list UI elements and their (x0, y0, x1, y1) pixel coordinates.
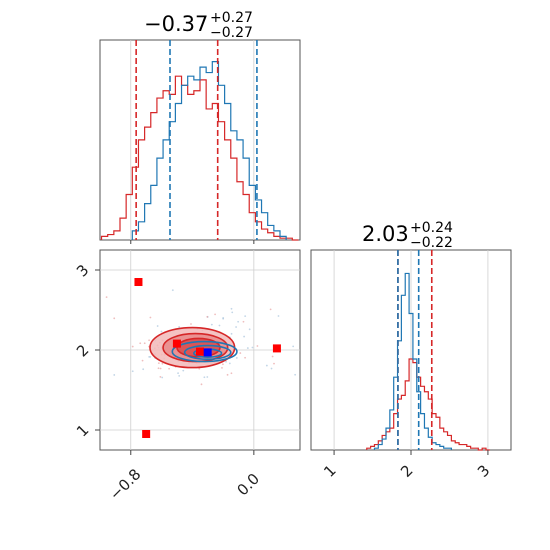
br-hist-series-1 (373, 272, 452, 450)
bl-scatter-dot (244, 356, 246, 359)
bl-scatter-dot (244, 315, 247, 318)
bl-scatter-dot (273, 362, 275, 365)
br-xtick-label: 3 (474, 461, 493, 480)
bl-scatter-dot (230, 307, 233, 310)
bl-scatter-dot (161, 376, 164, 379)
bl-scatter-dot (159, 367, 162, 370)
title-top-left-minus: −0.27 (210, 25, 253, 41)
bl-scatter-dot (210, 323, 213, 326)
bl-scatter-dot (294, 373, 297, 376)
bl-scatter-dot (148, 339, 151, 342)
bl-scatter-dot (265, 364, 268, 367)
bl-scatter-dot (142, 368, 145, 371)
bl-scatter-dot (206, 315, 209, 318)
bl-scatter-dot (214, 313, 216, 316)
bl-scatter-dot (200, 383, 203, 386)
bl-red-point (134, 278, 143, 286)
bl-scatter-dot (251, 346, 254, 349)
bl-scatter-dot (113, 374, 116, 376)
title-top-left: −0.37 (144, 12, 208, 36)
bl-scatter-dot (149, 355, 152, 358)
bl-xtick-label: −0.8 (106, 465, 144, 503)
bl-scatter-dot (113, 317, 116, 320)
panel-bottom-right: 2.03 +0.24 −0.22 1 2 3 (310, 220, 512, 481)
bl-scatter-dot (230, 332, 233, 335)
bl-scatter-dot (230, 372, 233, 375)
tl-hist-series-0 (100, 75, 299, 241)
bl-red-point (272, 344, 281, 353)
title-bottom-right-minus: −0.22 (410, 235, 453, 251)
title-top-left-plus: +0.27 (210, 10, 253, 26)
bl-scatter-dot (105, 296, 108, 299)
bl-scatter-dot (178, 326, 181, 328)
bl-scatter-dot (269, 308, 272, 311)
bl-scatter-dot (237, 320, 240, 323)
bl-scatter-dot (171, 289, 174, 292)
bl-scatter-dot (235, 326, 237, 328)
bl-scatter-dot (218, 324, 221, 327)
bl-scatter-dot (157, 362, 160, 365)
br-xtick-label: 1 (320, 461, 339, 480)
bl-scatter-dot (178, 374, 181, 377)
bl-blue-contour-0 (171, 340, 238, 363)
bl-scatter-dot (235, 357, 238, 359)
bl-scatter-dot (243, 335, 246, 338)
bl-scatter-dot (292, 345, 295, 348)
bl-scatter-dot (231, 311, 234, 314)
title-bottom-right: 2.03 (362, 222, 409, 246)
tl-hist-series-1 (131, 61, 287, 240)
bl-scatter-dot (141, 359, 144, 362)
bl-scatter-dot (143, 342, 146, 345)
bl-scatter-dot (149, 316, 152, 319)
bl-scatter-dot (160, 330, 163, 333)
bl-scatter-dot (190, 323, 192, 325)
bl-scatter-dot (221, 366, 223, 369)
bl-scatter-dot (271, 355, 274, 358)
bl-scatter-dot (131, 345, 134, 348)
bl-scatter-dot (222, 317, 225, 319)
bl-scatter-dot (131, 370, 134, 373)
bl-scatter-dot (182, 369, 185, 372)
bl-scatter-dot (221, 363, 224, 366)
bl-scatter-dot (161, 362, 164, 365)
bl-scatter-dot (168, 367, 171, 370)
bl-scatter-dot (277, 315, 280, 317)
bl-scatter-dot (256, 345, 259, 347)
bl-scatter-dot (139, 342, 142, 345)
bl-blue-contour-1 (183, 344, 232, 361)
bl-scatter-dot (198, 367, 201, 370)
panel-top-left: −0.37 +0.27 −0.27 (99, 10, 301, 244)
title-bottom-right-plus: +0.24 (410, 220, 453, 236)
br-xtick-label: 2 (397, 461, 416, 480)
bl-scatter-dot (228, 362, 231, 365)
bl-scatter-dot (246, 347, 249, 349)
bl-ytick-label: 1 (73, 421, 92, 440)
bl-ytick-label: 2 (73, 341, 92, 360)
bl-ytick-label: 3 (73, 261, 92, 280)
bl-scatter-dot (177, 372, 179, 375)
bl-scatter-dot (239, 352, 242, 354)
bl-red-point (142, 430, 151, 438)
bl-scatter-dot (203, 376, 206, 379)
bl-blue-point (203, 348, 212, 357)
panel-top-left-frame (99, 39, 301, 241)
bl-scatter-dot (225, 360, 227, 363)
bl-scatter-dot (242, 320, 245, 323)
bl-scatter-dot (206, 376, 209, 378)
bl-scatter-dot (226, 373, 229, 376)
bl-scatter-dot (270, 367, 273, 370)
bl-scatter-dot (156, 325, 159, 327)
bl-scatter-dot (248, 328, 251, 331)
bl-scatter-dot (157, 367, 160, 370)
bl-xtick-label: 0.0 (234, 470, 264, 500)
bl-red-point (172, 339, 181, 348)
bl-red-point (196, 347, 204, 356)
bl-scatter-dot (159, 375, 162, 378)
panel-bottom-left: −0.8 0.0 1 2 3 (73, 249, 301, 504)
